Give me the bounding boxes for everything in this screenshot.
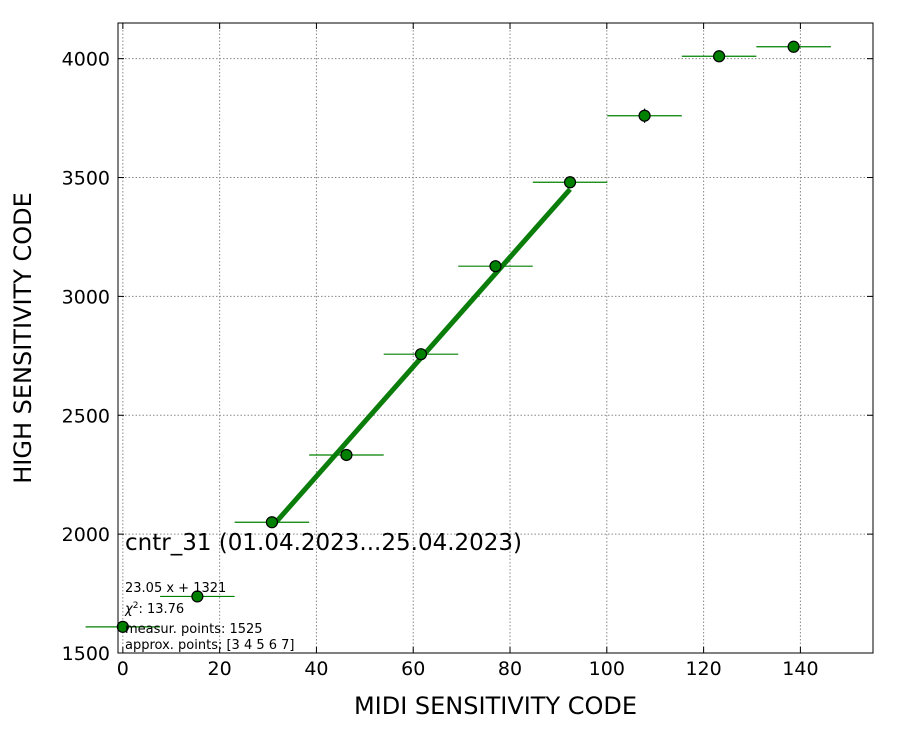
point-marker xyxy=(116,620,129,633)
data-point xyxy=(458,260,533,273)
chi-symbol: χ xyxy=(124,602,134,617)
data-point xyxy=(607,108,682,123)
x-tick-label: 60 xyxy=(401,658,425,680)
x-tick-label: 120 xyxy=(685,658,721,680)
chi-exponent: 2 xyxy=(133,601,139,611)
y-tick-label: 4000 xyxy=(62,49,110,71)
data-point xyxy=(85,620,161,633)
data-point xyxy=(160,590,235,603)
data-point xyxy=(234,516,310,529)
y-tick-label: 2500 xyxy=(62,405,110,427)
y-tick-label: 3000 xyxy=(62,286,110,308)
y-tick-label: 2000 xyxy=(62,524,110,546)
plot-frame xyxy=(117,22,874,654)
data-point xyxy=(532,176,608,189)
x-tick-label: 140 xyxy=(782,658,818,680)
x-tick-label: 40 xyxy=(304,658,328,680)
point-marker xyxy=(712,50,726,63)
point-marker xyxy=(787,40,800,53)
y-tick-label: 3500 xyxy=(62,168,110,190)
y-tick-label: 1500 xyxy=(62,643,110,665)
point-marker xyxy=(563,176,577,189)
data-point xyxy=(756,40,831,53)
data-points-layer xyxy=(85,40,831,633)
point-marker xyxy=(191,590,204,603)
data-point xyxy=(309,448,384,462)
point-marker xyxy=(340,448,353,462)
fit-equation: 23.05 x + 1321 xyxy=(125,581,226,596)
measured-points-label: measur. points: 1525 xyxy=(125,622,263,637)
axis-ticks: 0 20 40 60 80 100 120 140 1500 2000 2500 3000 3500 40… xyxy=(62,23,873,680)
y-axis-label: HIGH SENSITIVITY CODE xyxy=(9,192,37,484)
approx-points-label: approx. points: [3 4 5 6 7] xyxy=(125,638,295,653)
x-tick-label: 20 xyxy=(208,658,232,680)
data-point xyxy=(681,50,757,63)
point-marker xyxy=(414,348,428,361)
chi-value: : 13.76 xyxy=(138,602,184,617)
chi-square: χ2: 13.76 xyxy=(124,601,184,617)
point-marker xyxy=(638,109,651,122)
x-tick-label: 100 xyxy=(589,658,625,680)
grid xyxy=(118,23,873,654)
point-marker xyxy=(489,260,502,273)
data-point xyxy=(383,348,459,361)
x-tick-label: 0 xyxy=(117,658,129,680)
chart-title: cntr_31 (01.04.2023...25.04.2023) xyxy=(125,530,522,556)
x-tick-label: 80 xyxy=(498,658,522,680)
x-axis-label: MIDI SENSITIVITY CODE xyxy=(354,692,637,720)
point-marker xyxy=(265,516,279,529)
